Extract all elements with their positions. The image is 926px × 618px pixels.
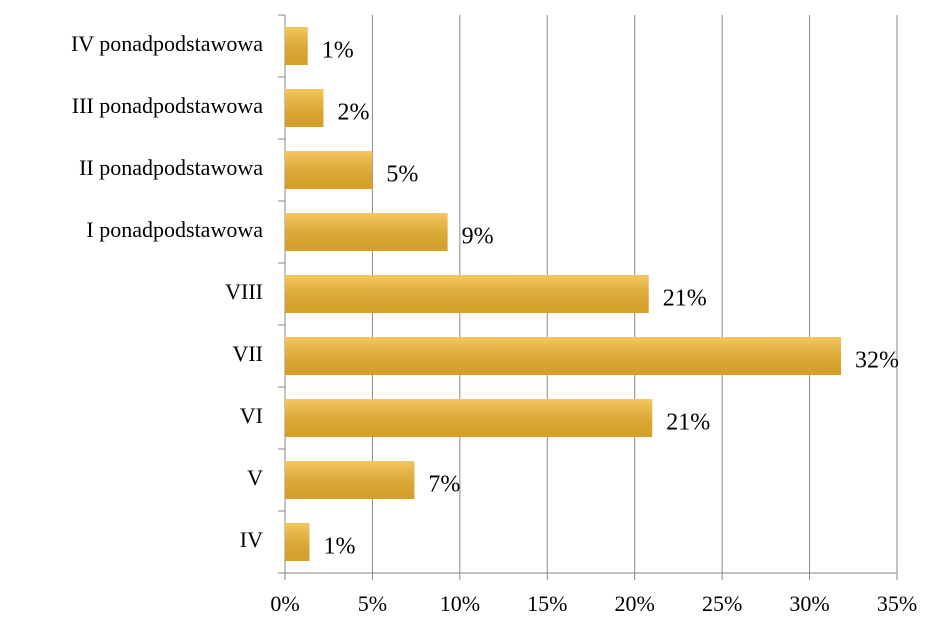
value-label: 32% bbox=[855, 348, 899, 374]
value-label: 1% bbox=[322, 38, 354, 64]
y-tick-label: I ponadpodstawowa bbox=[86, 217, 263, 242]
bar-shade bbox=[285, 337, 842, 375]
x-tick-label: 35% bbox=[877, 591, 917, 616]
bar-shade bbox=[285, 27, 308, 65]
x-tick-label: 5% bbox=[358, 591, 387, 616]
value-label: 9% bbox=[462, 224, 494, 250]
value-label: 5% bbox=[386, 162, 418, 188]
x-tick-label: 25% bbox=[702, 591, 742, 616]
y-tick-label: VI bbox=[240, 403, 263, 428]
bar-shade bbox=[285, 275, 649, 313]
value-label: 7% bbox=[428, 472, 460, 498]
x-tick-label: 15% bbox=[527, 591, 567, 616]
y-tick-label: V bbox=[247, 465, 263, 490]
y-tick-label: II ponadpodstawowa bbox=[79, 155, 263, 180]
value-label: 21% bbox=[666, 410, 710, 436]
y-tick-label: VII bbox=[232, 341, 263, 366]
y-tick-label: III ponadpodstawowa bbox=[72, 93, 263, 118]
bar-shade bbox=[285, 89, 324, 127]
value-label: 21% bbox=[663, 286, 707, 312]
value-label: 2% bbox=[337, 100, 369, 126]
y-tick-label: IV bbox=[240, 527, 263, 552]
y-tick-label: VIII bbox=[225, 279, 263, 304]
x-tick-label: 0% bbox=[270, 591, 299, 616]
value-label: 1% bbox=[323, 534, 355, 560]
x-tick-label: 10% bbox=[440, 591, 480, 616]
x-tick-label: 20% bbox=[615, 591, 655, 616]
bar-shade bbox=[285, 151, 373, 189]
bar-shade bbox=[285, 399, 653, 437]
x-tick-label: 30% bbox=[789, 591, 829, 616]
bar-shade bbox=[285, 523, 310, 561]
bar-shade bbox=[285, 461, 415, 499]
y-tick-label: IV ponadpodstawowa bbox=[71, 31, 263, 56]
bar-shade bbox=[285, 213, 448, 251]
